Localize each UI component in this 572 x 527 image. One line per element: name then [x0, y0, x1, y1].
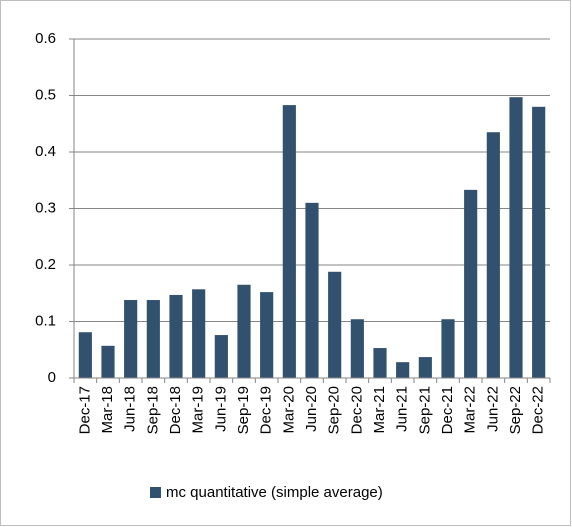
x-tick-label: Jun-20 — [303, 386, 320, 432]
x-tick-label: Dec-21 — [439, 386, 456, 434]
bar — [124, 300, 138, 378]
bar — [509, 97, 523, 378]
x-tick-label: Sep-18 — [144, 386, 161, 434]
x-tick-label: Sep-20 — [326, 386, 343, 434]
y-tick-label: 0.2 — [35, 256, 56, 273]
bar — [350, 319, 364, 378]
y-tick-label: 0.3 — [35, 199, 56, 216]
bar — [260, 292, 274, 378]
bar — [396, 362, 410, 378]
y-tick-label: 0.6 — [35, 30, 56, 47]
bar — [78, 332, 92, 378]
x-tick-label: Sep-19 — [235, 386, 252, 434]
y-tick-label: 0.5 — [35, 86, 56, 103]
y-tick-label: 0 — [48, 369, 56, 386]
legend-swatch — [150, 487, 161, 498]
x-tick-label: Jun-21 — [394, 386, 411, 432]
bar — [486, 132, 500, 378]
x-tick-label: Jun-22 — [484, 386, 501, 432]
bar — [328, 271, 342, 378]
x-tick-label: Dec-20 — [348, 386, 365, 434]
x-tick-label: Sep-22 — [507, 386, 524, 434]
x-tick-label: Mar-18 — [99, 386, 116, 434]
x-tick-label: Sep-21 — [416, 386, 433, 434]
x-tick-label: Dec-19 — [258, 386, 275, 434]
bar — [532, 106, 546, 379]
bar — [282, 105, 296, 378]
x-tick-label: Mar-22 — [462, 386, 479, 434]
bar — [373, 348, 387, 378]
x-tick-label: Dec-18 — [167, 386, 184, 434]
x-tick-label: Dec-17 — [76, 386, 93, 434]
bar — [464, 189, 478, 378]
y-tick-label: 0.4 — [35, 143, 56, 160]
bar — [214, 335, 228, 378]
x-tick-label: Mar-19 — [190, 386, 207, 434]
bar — [418, 357, 432, 378]
x-tick-label: Mar-20 — [280, 386, 297, 434]
bar — [237, 284, 251, 378]
bar — [169, 294, 183, 378]
bar — [101, 345, 115, 378]
legend-label: mc quantitative (simple average) — [166, 484, 383, 501]
bar — [441, 319, 455, 378]
x-tick-label: Jun-18 — [122, 386, 139, 432]
x-tick-label: Mar-21 — [371, 386, 388, 434]
y-tick-label: 0.1 — [35, 312, 56, 329]
bar — [146, 300, 160, 378]
x-tick-label: Jun-19 — [212, 386, 229, 432]
bar — [192, 289, 206, 378]
x-tick-label: Dec-22 — [530, 386, 547, 434]
bar — [305, 202, 319, 378]
